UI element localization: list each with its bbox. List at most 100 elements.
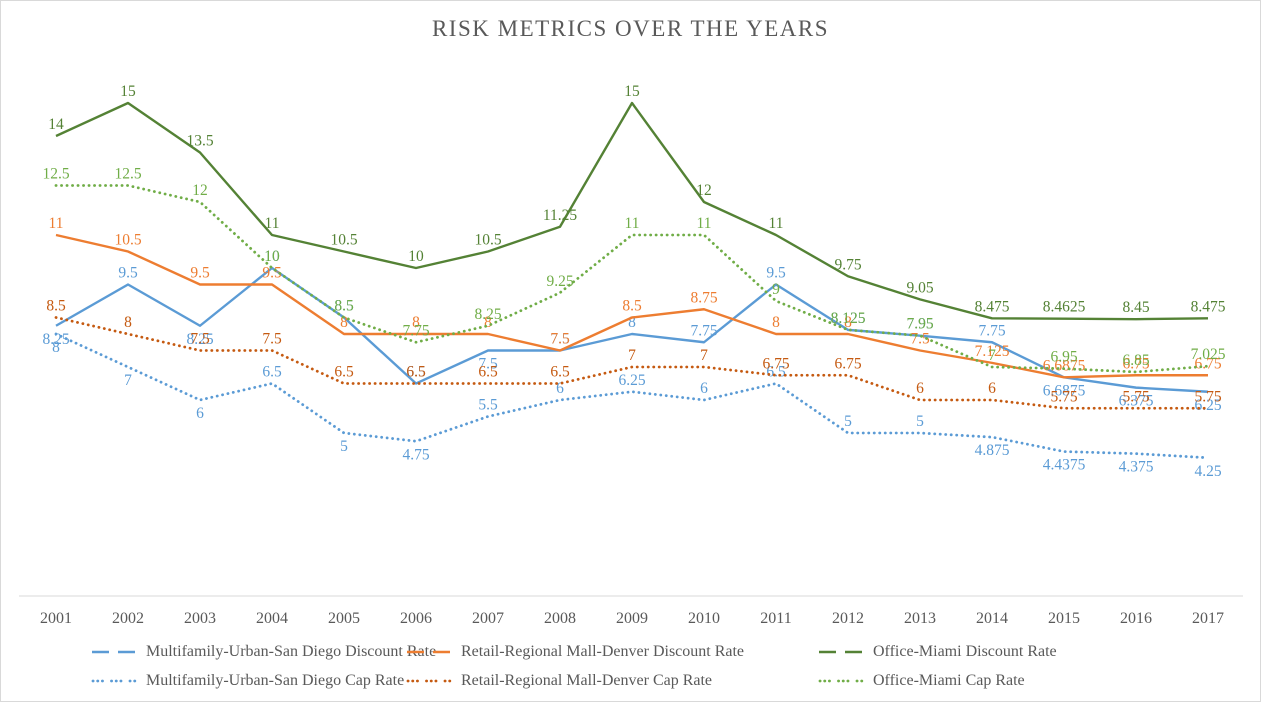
- x-axis-label: 2011: [760, 610, 791, 627]
- data-label: 6.75: [762, 355, 789, 372]
- x-axis-label: 2001: [40, 610, 72, 627]
- legend-label: Multifamily-Urban-San Diego Cap Rate: [146, 672, 405, 689]
- data-label: 7.5: [478, 356, 498, 373]
- data-label: 8.5: [334, 298, 354, 315]
- data-label: 10.5: [330, 232, 357, 249]
- data-label: 7: [628, 347, 636, 364]
- legend-label: Office-Miami Cap Rate: [873, 672, 1025, 689]
- data-label: 10: [408, 248, 424, 265]
- data-label: 8.5: [334, 298, 354, 315]
- x-axis-label: 2002: [112, 610, 144, 627]
- series-line: [54, 184, 1210, 374]
- chart-title: RISK METRICS OVER THE YEARS: [431, 16, 830, 41]
- data-label: 9: [772, 281, 780, 298]
- legend-item-office-cap: Office-Miami Cap Rate: [818, 672, 1025, 690]
- data-label: 9.75: [834, 256, 861, 273]
- data-label: 6.95: [1050, 349, 1077, 366]
- data-label: 12.5: [42, 166, 69, 183]
- series-line: [55, 233, 1208, 379]
- data-label: 8: [340, 314, 348, 331]
- data-label: 8.25: [474, 306, 501, 323]
- data-label: 6: [916, 380, 924, 397]
- data-label: 7.75: [690, 322, 717, 339]
- series-labels: 12.5 12.5 12 10 8.5 7.75 8.25 9.25 11 11 9 8.125 7.9…: [42, 166, 1225, 369]
- data-label: 6.5: [406, 364, 426, 381]
- data-label: 8.125: [831, 310, 866, 327]
- data-label: 8: [412, 314, 420, 331]
- data-label: 9.5: [118, 265, 138, 282]
- data-label: 14: [48, 116, 64, 133]
- legend-marker-dash-icon: [92, 650, 136, 654]
- x-axis-label: 2005: [328, 610, 360, 627]
- data-label: 10.5: [474, 232, 501, 249]
- data-label: 7: [700, 347, 708, 364]
- data-label: 10: [264, 248, 280, 265]
- data-label: 6.375: [1119, 393, 1154, 410]
- x-axis-label: 2009: [616, 610, 648, 627]
- data-label: 6.5: [406, 364, 426, 381]
- data-label: 5.75: [1122, 388, 1149, 405]
- data-label: 11: [697, 215, 712, 232]
- data-label: 8.25: [186, 331, 213, 348]
- x-axis-label: 2004: [256, 610, 288, 627]
- data-label: 12.5: [114, 166, 141, 183]
- legend-item-retail-discount: Retail-Regional Mall-Denver Discount Rat…: [406, 643, 744, 661]
- series-line: [55, 101, 1209, 321]
- data-label: 6.75: [834, 355, 861, 372]
- data-label: 4.375: [1119, 459, 1154, 476]
- data-label: 7: [124, 372, 132, 389]
- series-line: [55, 266, 1209, 393]
- data-label: 12: [696, 182, 712, 199]
- data-label: 6: [988, 380, 996, 397]
- legend-marker-dots-icon: [406, 679, 452, 683]
- data-label: 7.125: [975, 343, 1010, 360]
- data-label: 8: [52, 339, 60, 356]
- data-label: 6: [700, 380, 708, 397]
- data-label: 11: [769, 215, 784, 232]
- series-line: [54, 316, 1210, 410]
- data-label: 11.25: [543, 207, 578, 224]
- data-label: 8.25: [42, 331, 69, 348]
- data-label: 7.5: [550, 331, 570, 348]
- data-label: 8.45: [1122, 299, 1149, 316]
- x-axis-label: 2006: [400, 610, 432, 627]
- data-label: 8.475: [1191, 298, 1226, 315]
- data-label: 8.475: [975, 298, 1010, 315]
- series-labels: 8.587.5 7.56.5 6.5 6.5 6.57 7 6.75 6.756 6 5.75 5.…: [46, 298, 1222, 406]
- data-label: 6.5: [262, 364, 282, 381]
- legend-item-multifamily-cap: Multifamily-Urban-San Diego Cap Rate: [91, 672, 404, 690]
- data-label: 6.5: [766, 364, 786, 381]
- data-label: 6.6875: [1043, 382, 1086, 399]
- data-label: 7.75: [402, 322, 429, 339]
- data-label: 7.5: [550, 331, 570, 348]
- data-label: 8.75: [690, 289, 717, 306]
- data-label: 6.75: [1122, 355, 1149, 372]
- x-axis-label: 2015: [1048, 610, 1080, 627]
- series-office-miami-cap-rate: 12.5 12.5 12 10 8.5 7.75 8.25 9.25 11 11 9 8.125 7.9…: [42, 166, 1226, 374]
- data-label: 6: [556, 380, 564, 397]
- legend-marker-dash-icon: [819, 650, 863, 654]
- data-label: 6.5: [478, 364, 498, 381]
- data-label: 11: [625, 215, 640, 232]
- data-label: 11: [49, 215, 64, 232]
- x-axis-label: 2017: [1192, 610, 1224, 627]
- data-label: 6.25: [1194, 397, 1221, 414]
- data-label: 7.5: [262, 331, 282, 348]
- data-label: 5.75: [1050, 388, 1077, 405]
- data-label: 5: [844, 413, 852, 430]
- data-label: 8.5: [622, 298, 642, 315]
- x-axis-label: 2014: [976, 610, 1008, 627]
- legend-label: Office-Miami Discount Rate: [873, 643, 1057, 660]
- x-axis-label: 2012: [832, 610, 864, 627]
- data-label: 10: [264, 248, 280, 265]
- legend-item-retail-cap: Retail-Regional Mall-Denver Cap Rate: [406, 672, 712, 690]
- data-label: 8.5: [46, 298, 66, 315]
- data-label: 7.5: [190, 331, 210, 348]
- data-label: 7.95: [906, 316, 933, 333]
- series-line: [54, 332, 1210, 460]
